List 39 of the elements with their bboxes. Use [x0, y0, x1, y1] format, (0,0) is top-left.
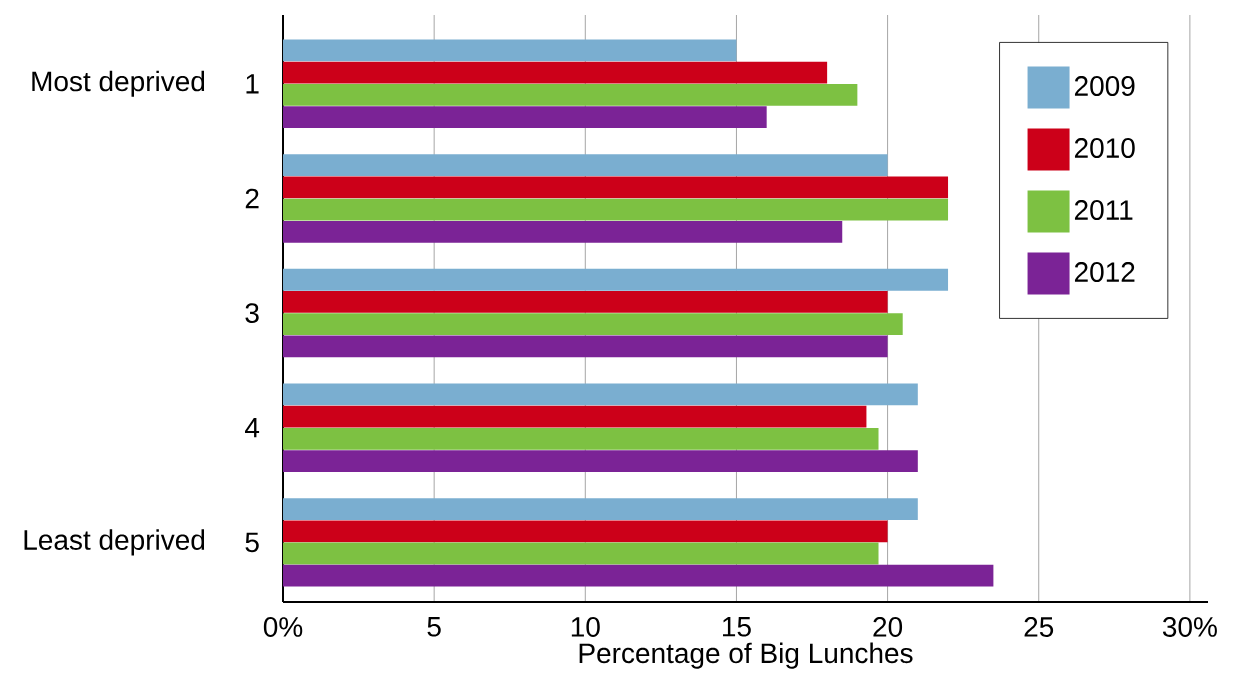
bar	[283, 39, 737, 62]
bar	[283, 154, 888, 176]
bar	[283, 564, 994, 587]
legend-label: 2010	[1074, 138, 1135, 158]
bar	[283, 427, 879, 450]
x-tick-label: 20	[873, 617, 903, 637]
y-tick-label: 3	[245, 303, 259, 324]
bar	[283, 84, 858, 106]
legend-label: 2012	[1074, 262, 1135, 282]
y-tick-label: 2	[245, 188, 259, 209]
x-tick-label: 0%	[263, 617, 303, 637]
x-tick-label: 15	[723, 617, 751, 637]
legend-label: 2011	[1074, 200, 1133, 220]
bar	[283, 268, 949, 291]
bar	[283, 106, 767, 129]
bar	[283, 383, 918, 406]
bar	[283, 313, 903, 336]
text: Least deprived	[24, 529, 205, 556]
bar	[283, 542, 879, 565]
x-tick-label: 25	[1024, 617, 1054, 637]
y-tick-label: 1	[246, 74, 259, 94]
y-tick-label: 5	[245, 532, 259, 553]
bar	[283, 498, 918, 520]
x-tick-label: 5	[427, 617, 441, 637]
bar	[283, 335, 888, 358]
bar	[283, 198, 949, 221]
x-tick-label: 30%	[1162, 617, 1217, 637]
bar	[283, 176, 949, 199]
legend-label: 2009	[1074, 76, 1135, 96]
bar	[283, 405, 867, 428]
bar	[283, 450, 918, 472]
y-tick-label: 4	[244, 418, 260, 438]
x-axis-title: Percentage of Big Lunches	[579, 642, 913, 669]
bar	[283, 291, 888, 313]
bar	[283, 520, 888, 543]
text: Most deprived	[32, 70, 205, 97]
x-tick-label: 10	[571, 617, 600, 637]
bar	[283, 61, 828, 84]
bar	[283, 220, 843, 243]
